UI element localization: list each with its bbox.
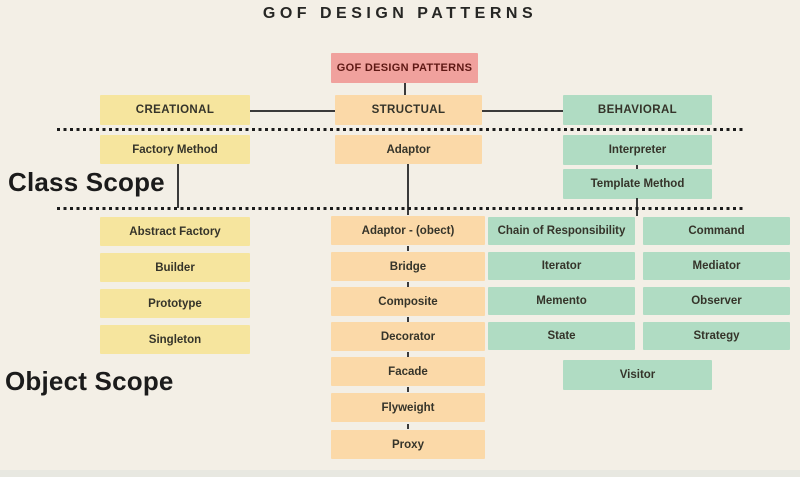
node-abstract-factory: Abstract Factory xyxy=(100,217,250,246)
page-title: GOF DESIGN PATTERNS xyxy=(262,5,538,22)
connector-structural-tick-6 xyxy=(407,424,409,429)
node-adaptor-class: Adaptor xyxy=(335,135,482,164)
node-interpreter: Interpreter xyxy=(563,135,712,165)
connector-structural-down xyxy=(407,164,409,215)
node-visitor: Visitor xyxy=(563,360,712,390)
node-iterator: Iterator xyxy=(488,252,635,280)
connector-interpreter-template xyxy=(636,165,638,169)
node-decorator: Decorator xyxy=(331,322,485,351)
node-chain-of-responsibility: Chain of Responsibility xyxy=(488,217,635,245)
node-category-creational: CREATIONAL xyxy=(100,95,250,125)
connector-structural-tick-2 xyxy=(407,282,409,287)
node-state: State xyxy=(488,322,635,350)
node-category-structural: STRUCTUAL xyxy=(335,95,482,125)
node-command: Command xyxy=(643,217,790,245)
node-composite: Composite xyxy=(331,287,485,316)
node-facade: Facade xyxy=(331,357,485,386)
node-observer: Observer xyxy=(643,287,790,315)
node-proxy: Proxy xyxy=(331,430,485,459)
node-memento: Memento xyxy=(488,287,635,315)
connector-creational-down xyxy=(177,164,179,208)
node-singleton: Singleton xyxy=(100,325,250,354)
node-mediator: Mediator xyxy=(643,252,790,280)
node-category-behavioral: BEHAVIORAL xyxy=(563,95,712,125)
connector-structural-tick-3 xyxy=(407,317,409,322)
connector-root-to-structural xyxy=(404,83,406,95)
connector-structural-tick-4 xyxy=(407,352,409,357)
connector-creational-structural xyxy=(250,110,335,112)
node-prototype: Prototype xyxy=(100,289,250,318)
node-template-method: Template Method xyxy=(563,169,712,199)
connector-structural-tick-1 xyxy=(407,246,409,251)
node-root-gof-design-patterns: GOF DESIGN PATTERNS xyxy=(331,53,478,83)
object-scope-label: Object Scope xyxy=(5,366,174,396)
node-flyweight: Flyweight xyxy=(331,393,485,422)
node-bridge: Bridge xyxy=(331,252,485,281)
divider-object-scope xyxy=(57,207,745,210)
bottom-edge-strip xyxy=(0,470,800,477)
node-factory-method: Factory Method xyxy=(100,135,250,164)
node-adaptor-object: Adaptor - (obect) xyxy=(331,216,485,245)
node-strategy: Strategy xyxy=(643,322,790,350)
divider-class-scope xyxy=(57,128,745,131)
connector-structural-behavioral xyxy=(482,110,563,112)
node-builder: Builder xyxy=(100,253,250,282)
connector-structural-tick-5 xyxy=(407,387,409,392)
class-scope-label: Class Scope xyxy=(8,167,165,197)
